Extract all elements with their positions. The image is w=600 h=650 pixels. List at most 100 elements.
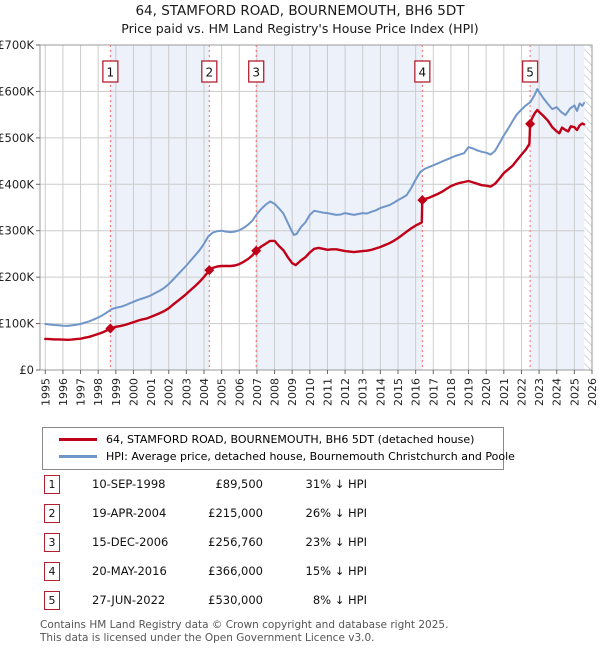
sale-price: £89,500: [215, 477, 263, 491]
footer-line-2: This data is licensed under the Open Gov…: [40, 631, 375, 644]
page-title: 64, STAMFORD ROAD, BOURNEMOUTH, BH6 5DT: [135, 3, 465, 19]
x-tick-label: 2025: [568, 378, 581, 406]
x-tick-label: 2019: [463, 378, 476, 406]
y-tick-label: £400K: [0, 177, 34, 191]
sale-number-badge: 4: [44, 562, 60, 581]
sale-table-row: 1 10-SEP-1998 £89,500 31% ↓ HPI: [40, 475, 600, 497]
ownership-band: [256, 45, 423, 370]
sale-table-row: 2 19-APR-2004 £215,000 26% ↓ HPI: [40, 504, 600, 526]
x-tick-label: 2016: [410, 378, 423, 406]
x-tick-label: 2018: [445, 378, 458, 406]
legend-item-hpi: HPI: Average price, detached house, Bour…: [43, 448, 515, 465]
sale-flag-number: 2: [205, 66, 213, 80]
sale-date: 27-JUN-2022: [92, 593, 166, 607]
sale-price: £215,000: [208, 506, 263, 520]
x-tick-label: 2014: [374, 378, 387, 406]
sale-flag-box-1: [102, 60, 119, 83]
x-tick-label: 2023: [533, 378, 546, 406]
chart-legend: 64, STAMFORD ROAD, BOURNEMOUTH, BH6 5DT …: [42, 427, 515, 470]
sale-date: 19-APR-2004: [92, 506, 167, 520]
sale-date: 20-MAY-2016: [92, 564, 167, 578]
x-tick-label: 2008: [269, 378, 282, 406]
sale-date: 15-DEC-2006: [92, 535, 169, 549]
sale-number-badge: 2: [44, 504, 60, 523]
y-tick-label: £200K: [0, 270, 34, 284]
x-tick-label: 1995: [39, 378, 52, 406]
x-tick-label: 2007: [251, 378, 264, 406]
sale-marker-3: [251, 245, 262, 256]
price-history-chart: 1 2 3 4 5 £0 £100K £200K £300K £400K £500K £600K £70…: [0, 38, 599, 406]
sale-marker-1: [105, 323, 116, 334]
ownership-band: [530, 45, 585, 370]
x-tick-label: 2001: [145, 378, 158, 406]
x-tick-label: 1997: [75, 378, 88, 406]
x-tick-label: 2010: [304, 378, 317, 406]
x-tick-label: 2013: [357, 378, 370, 406]
legend-label: HPI: Average price, detached house, Bour…: [106, 450, 515, 463]
x-tick-label: 2026: [586, 378, 599, 406]
y-tick-label: £300K: [0, 224, 34, 238]
sale-flag-number: 4: [419, 66, 427, 80]
sale-flag-box-3: [248, 60, 265, 83]
sale-flag-number: 3: [252, 66, 260, 80]
x-tick-label: 1999: [110, 378, 123, 406]
x-tick-label: 2022: [515, 378, 528, 406]
sale-vs-hpi: 31% ↓ HPI: [305, 477, 367, 491]
sale-date: 10-SEP-1998: [92, 477, 166, 491]
sale-number-badge: 3: [44, 533, 60, 552]
sale-number-badge: 1: [44, 475, 60, 494]
sale-table-row: 5 27-JUN-2022 £530,000 8% ↓ HPI: [40, 591, 600, 613]
future-hatch-region: [584, 45, 592, 370]
sale-flag-number: 5: [526, 66, 534, 80]
x-tick-label: 2004: [198, 378, 211, 406]
sale-flag-box-2: [201, 60, 218, 83]
x-tick-label: 2015: [392, 378, 405, 406]
x-tick-label: 2003: [180, 378, 193, 406]
x-tick-label: 2020: [480, 378, 493, 406]
hpi-line-swatch: [59, 455, 97, 458]
copyright-footer: Contains HM Land Registry data © Crown c…: [40, 619, 600, 644]
x-tick-label: 2006: [233, 378, 246, 406]
x-tick-label: 2009: [286, 378, 299, 406]
sale-price: £366,000: [208, 564, 263, 578]
sale-vs-hpi: 15% ↓ HPI: [305, 564, 367, 578]
x-tick-label: 2024: [551, 378, 564, 406]
x-tick-label: 2000: [127, 378, 140, 406]
sale-flag-number: 1: [107, 66, 115, 80]
x-tick-label: 2017: [427, 378, 440, 406]
sale-vs-hpi: 8% ↓ HPI: [312, 593, 367, 607]
hpi-line: [44, 88, 586, 327]
x-tick-label: 2002: [163, 378, 176, 406]
y-tick-label: £600K: [0, 84, 34, 98]
x-tick-label: 2011: [321, 378, 334, 406]
ownership-band: [110, 45, 210, 370]
x-tick-label: 2012: [339, 378, 352, 406]
y-tick-label: £700K: [0, 38, 34, 52]
sale-marker-2: [204, 265, 215, 276]
page-subtitle: Price paid vs. HM Land Registry's House …: [121, 21, 479, 36]
y-tick-label: £100K: [0, 317, 34, 331]
price-line: [44, 108, 586, 341]
sale-vs-hpi: 26% ↓ HPI: [305, 506, 367, 520]
x-tick-label: 2021: [498, 378, 511, 406]
x-tick-label: 1996: [57, 378, 70, 406]
y-tick-label: £0: [19, 363, 34, 377]
sale-number-badge: 5: [44, 591, 60, 610]
x-tick-label: 2005: [216, 378, 229, 406]
sale-marker-4: [417, 195, 428, 206]
sale-flag-box-5: [521, 60, 539, 83]
footer-line-1: Contains HM Land Registry data © Crown c…: [40, 619, 449, 631]
sale-vs-hpi: 23% ↓ HPI: [305, 535, 367, 549]
price-line-swatch: [59, 438, 97, 441]
legend-label: 64, STAMFORD ROAD, BOURNEMOUTH, BH6 5DT …: [106, 433, 475, 446]
sale-table-row: 3 15-DEC-2006 £256,760 23% ↓ HPI: [40, 533, 600, 555]
x-tick-label: 1998: [92, 378, 105, 406]
sale-marker-5: [525, 118, 536, 129]
y-tick-label: £500K: [0, 131, 34, 145]
sale-price: £530,000: [208, 593, 263, 607]
sale-table-row: 4 20-MAY-2016 £366,000 15% ↓ HPI: [40, 562, 600, 584]
sale-flag-box-4: [414, 60, 431, 83]
plot-border: [39, 44, 593, 371]
sale-price: £256,760: [208, 535, 263, 549]
